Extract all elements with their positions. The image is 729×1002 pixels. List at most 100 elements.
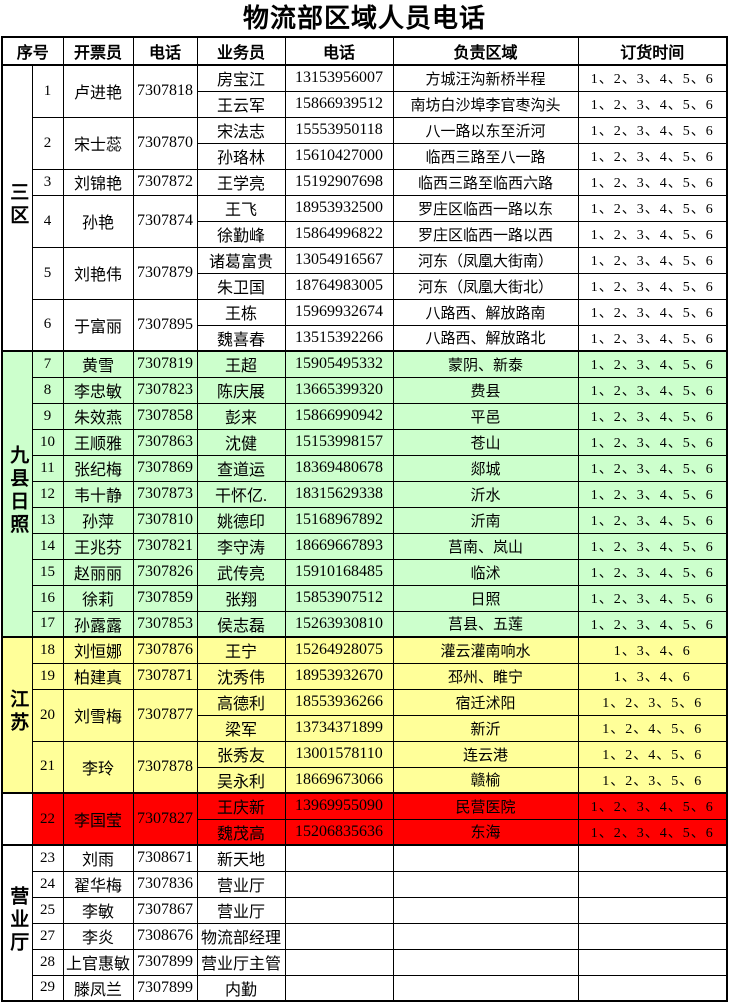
order-time-cell: 1、2、3、4、5、6 <box>577 168 728 196</box>
serial-number-cell: 24 <box>31 870 64 898</box>
clerk-phone-cell: 7307867 <box>132 896 198 924</box>
order-time-cell <box>577 844 728 872</box>
salesman-phone-cell <box>284 844 394 872</box>
clerk-phone-cell: 7307879 <box>132 246 198 300</box>
salesman-name-cell: 魏茂高 <box>196 818 286 846</box>
billing-clerk-cell: 赵丽丽 <box>62 558 134 586</box>
responsible-area-cell <box>392 948 579 976</box>
clerk-phone-cell: 7308676 <box>132 922 198 950</box>
billing-clerk-cell: 孙露露 <box>62 610 134 638</box>
clerk-phone-cell: 7307878 <box>132 740 198 794</box>
serial-number-cell: 11 <box>31 454 64 482</box>
table-row: 吴永利 18669673066 赣榆 1、2、3、5、6 <box>2 766 728 794</box>
billing-clerk-cell: 李忠敏 <box>62 376 134 404</box>
order-time-cell: 1、2、3、4、5、6 <box>577 584 728 612</box>
table-row: 魏喜春 13515392266 八路西、解放路北 1、2、3、4、5、6 <box>2 324 728 352</box>
responsible-area-cell: 临西三路至八一路 <box>392 142 579 170</box>
responsible-area-cell: 邳州、睢宁 <box>392 662 579 690</box>
responsible-area-cell: 宿迁沭阳 <box>392 688 579 716</box>
clerk-phone-cell: 7307836 <box>132 870 198 898</box>
order-time-cell: 1、2、3、4、5、6 <box>577 792 728 820</box>
salesman-name-cell: 营业厅 <box>196 896 286 924</box>
table-row: 4 孙艳 7307874 王飞 18953932500 罗庄区临西一路以东 1、2、3、4、… <box>2 194 728 248</box>
clerk-phone-cell: 7307810 <box>132 506 198 534</box>
order-time-cell: 1、2、3、4、5、6 <box>577 402 728 430</box>
table-row: 10 王顺雅 7307863 沈健 15153998157 苍山 1、2、3、4、5、6 <box>2 428 728 456</box>
salesman-name-cell: 彭来 <box>196 402 286 430</box>
clerk-phone-cell: 7307871 <box>132 662 198 690</box>
table-row: 12 韦十静 7307873 干怀亿. 18315629338 沂水 1、2、3、4、5、6 <box>2 480 728 508</box>
order-time-cell: 1、2、3、4、5、6 <box>577 298 728 326</box>
billing-clerk-cell: 刘恒娜 <box>62 636 134 664</box>
table-row: 王云军 15866939512 南坊白沙埠李官枣沟头 1、2、3、4、5、6 <box>2 90 728 118</box>
table-row: 魏茂高 15206835636 东海 1、2、3、4、5、6 <box>2 818 728 846</box>
salesman-name-cell: 沈健 <box>196 428 286 456</box>
table-row: 营业厅 23 刘雨 7308671 新天地 <box>1 844 728 1002</box>
serial-number-cell: 8 <box>31 376 64 404</box>
salesman-name-cell: 孙珞林 <box>196 142 286 170</box>
salesman-name-cell: 内勤 <box>196 974 286 1002</box>
responsible-area-cell: 临沭 <box>392 558 579 586</box>
order-time-cell: 1、2、3、4、5、6 <box>577 480 728 508</box>
salesman-phone-cell: 18553936266 <box>284 688 394 716</box>
salesman-phone-cell: 15853907512 <box>284 584 394 612</box>
salesman-phone-cell: 13054916567 <box>284 246 394 274</box>
salesman-phone-cell: 15168967892 <box>284 506 394 534</box>
salesman-phone-cell: 15866990942 <box>284 402 394 430</box>
table-row: 16 徐莉 7307859 张翔 15853907512 日照 1、2、3、4、5、6 <box>2 584 728 612</box>
order-time-cell: 1、2、3、4、5、6 <box>577 376 728 404</box>
serial-number-cell: 7 <box>31 350 64 378</box>
salesman-name-cell: 王云军 <box>196 90 286 118</box>
salesman-phone-cell: 18764983005 <box>284 272 394 300</box>
table-row: 11 张纪梅 7307869 查道运 18369480678 郯城 1、2、3、4、5、6 <box>2 454 728 482</box>
responsible-area-cell: 民营医院 <box>392 792 579 820</box>
salesman-phone-cell: 18669673066 <box>284 766 394 794</box>
table-row: 19 柏建真 7307871 沈秀伟 18953932670 邳州、睢宁 1、3、4、6 <box>2 662 728 690</box>
group-label-cell: 营业厅 <box>1 844 33 1002</box>
table-row: 27 李炎 7308676 物流部经理 <box>2 922 728 950</box>
header-serial: 序号 <box>1 36 64 66</box>
responsible-area-cell: 东海 <box>392 818 579 846</box>
serial-number-cell: 6 <box>31 298 64 352</box>
salesman-phone-cell <box>284 870 394 898</box>
billing-clerk-cell: 柏建真 <box>62 662 134 690</box>
salesman-phone-cell: 18669667893 <box>284 532 394 560</box>
table-row: 三区 1 卢进艳 7307818 房宝江 13153956007 方城汪沟新桥半程 1、2、3… <box>1 64 728 352</box>
salesman-name-cell: 魏喜春 <box>196 324 286 352</box>
table-row: 朱卫国 18764983005 河东（凤凰大街北） 1、2、3、4、5、6 <box>2 272 728 300</box>
salesman-name-cell: 营业厅 <box>196 870 286 898</box>
order-time-cell: 1、2、3、4、5、6 <box>577 194 728 222</box>
table-row: 6 于富丽 7307895 王栋 15969932674 八路西、解放路南 1、2、3、4、… <box>2 298 728 352</box>
responsible-area-cell: 灌云灌南响水 <box>392 636 579 664</box>
responsible-area-cell <box>392 974 579 1002</box>
responsible-area-cell <box>392 922 579 950</box>
page-title: 物流部区域人员电话 <box>242 4 486 33</box>
serial-number-cell: 1 <box>31 64 64 118</box>
responsible-area-cell: 南坊白沙埠李官枣沟头 <box>392 90 579 118</box>
group-label-cell <box>1 792 33 846</box>
serial-number-cell: 16 <box>31 584 64 612</box>
salesman-phone-cell: 18315629338 <box>284 480 394 508</box>
billing-clerk-cell: 李炎 <box>62 922 134 950</box>
clerk-phone-cell: 7307872 <box>132 168 198 196</box>
salesman-name-cell: 诸葛富贵 <box>196 246 286 274</box>
responsible-area-cell: 莒南、岚山 <box>392 532 579 560</box>
order-time-cell <box>577 896 728 924</box>
responsible-area-cell: 苍山 <box>392 428 579 456</box>
clerk-phone-cell: 7307899 <box>132 948 198 976</box>
responsible-area-cell: 日照 <box>392 584 579 612</box>
salesman-name-cell: 徐勤峰 <box>196 220 286 248</box>
billing-clerk-cell: 张纪梅 <box>62 454 134 482</box>
order-time-cell: 1、3、4、6 <box>577 662 728 690</box>
salesman-phone-cell: 15263930810 <box>284 610 394 638</box>
order-time-cell: 1、2、3、4、5、6 <box>577 220 728 248</box>
order-time-cell <box>577 870 728 898</box>
salesman-name-cell: 朱卫国 <box>196 272 286 300</box>
order-time-cell: 1、2、3、4、5、6 <box>577 532 728 560</box>
order-time-cell: 1、2、3、4、5、6 <box>577 818 728 846</box>
clerk-phone-cell: 7307873 <box>132 480 198 508</box>
serial-number-cell: 20 <box>31 688 64 742</box>
salesman-phone-cell <box>284 922 394 950</box>
responsible-area-cell: 八路西、解放路北 <box>392 324 579 352</box>
salesman-name-cell: 张秀友 <box>196 740 286 768</box>
